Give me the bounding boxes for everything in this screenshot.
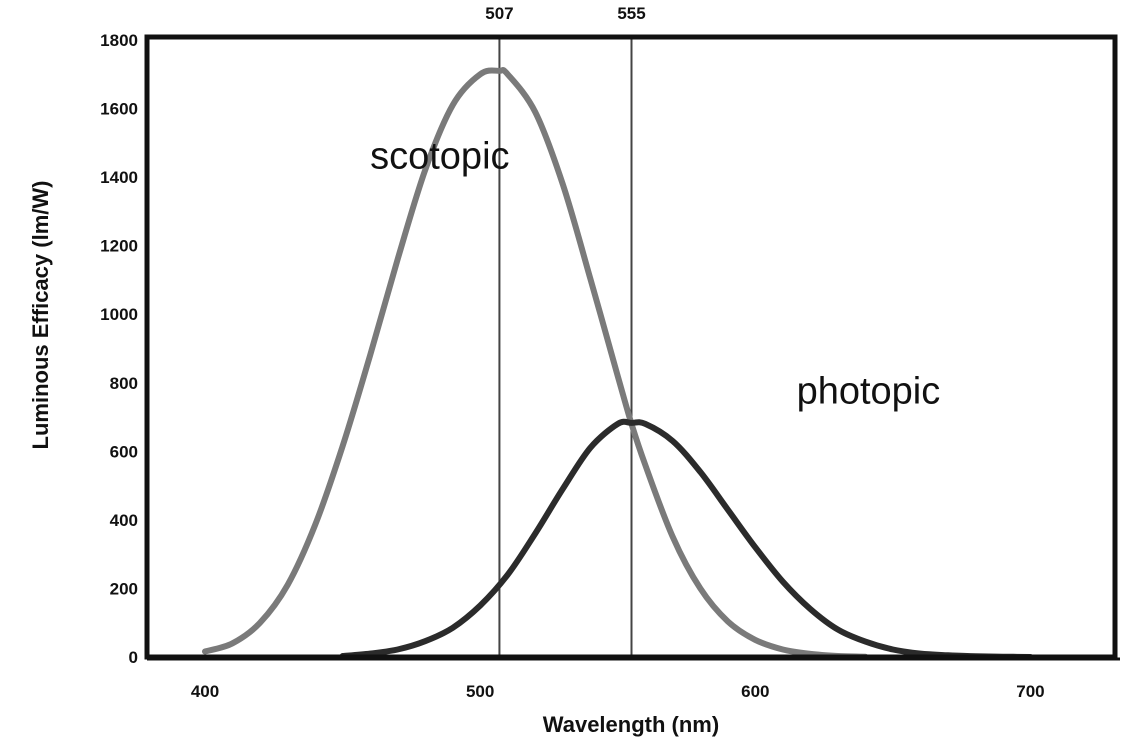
y-tick-label-400: 400 — [110, 511, 138, 530]
y-tick-label-1400: 1400 — [100, 168, 138, 187]
marker-label-507: 507 — [485, 4, 513, 23]
y-tick-label-1000: 1000 — [100, 305, 138, 324]
x-axis-title: Wavelength (nm) — [543, 712, 719, 737]
annotation-photopic: photopic — [797, 370, 941, 412]
y-tick-label-200: 200 — [110, 579, 138, 598]
x-tick-label-400: 400 — [191, 682, 219, 701]
series-photopic-line — [339, 418, 1034, 660]
x-tick-label-500: 500 — [466, 682, 494, 701]
plot-frame — [144, 34, 1118, 660]
y-tick-label-1800: 1800 — [100, 31, 138, 50]
x-tick-label-600: 600 — [741, 682, 769, 701]
y-axis-title: Luminous Efficacy (lm/W) — [28, 181, 53, 450]
annotation-scotopic: scotopic — [370, 136, 509, 178]
y-tick-label-0: 0 — [129, 648, 138, 667]
marker-labels-layer: 507 555 — [485, 4, 645, 23]
y-tick-label-600: 600 — [110, 442, 138, 461]
y-tick-label-800: 800 — [110, 374, 138, 393]
series-scotopic-line — [202, 67, 869, 660]
x-tick-label-700: 700 — [1016, 682, 1044, 701]
curve-annotations-layer: scotopic photopic — [370, 136, 940, 413]
y-tick-label-1600: 1600 — [100, 100, 138, 119]
marker-label-555: 555 — [617, 4, 645, 23]
y-tick-label-1200: 1200 — [100, 237, 138, 256]
chart-lines-layer — [202, 37, 1034, 660]
tick-labels-layer: 0 200 400 600 800 1000 1200 1400 1600 1800 400 500 6… — [100, 31, 1044, 701]
